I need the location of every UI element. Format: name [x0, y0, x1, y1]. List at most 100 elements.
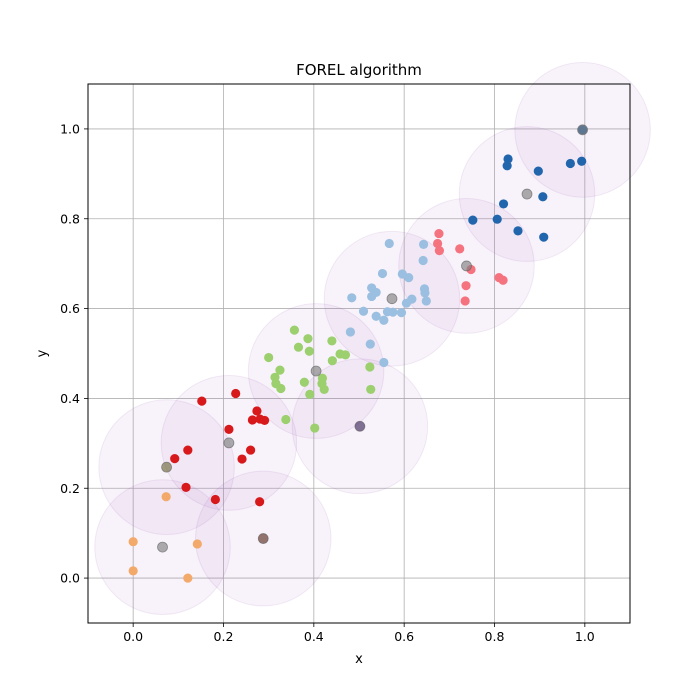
- data-point: [310, 423, 320, 433]
- data-point: [384, 238, 394, 249]
- data-point: [197, 396, 207, 406]
- data-point: [503, 154, 513, 164]
- data-point: [170, 454, 180, 464]
- x-tick-label: 0.6: [394, 629, 414, 644]
- data-point: [260, 415, 270, 426]
- data-point: [210, 494, 220, 505]
- data-point: [128, 537, 138, 547]
- data-point: [468, 215, 478, 225]
- data-point: [303, 334, 313, 344]
- data-point: [418, 239, 429, 249]
- data-point: [231, 388, 241, 399]
- data-point: [224, 424, 234, 435]
- data-point: [513, 226, 523, 236]
- cluster-circles: [94, 61, 651, 615]
- data-point: [404, 272, 414, 283]
- x-tick-label: 0.8: [485, 629, 505, 644]
- data-point: [305, 389, 315, 399]
- data-point: [498, 275, 508, 285]
- data-point: [255, 497, 265, 507]
- cluster-center-point: [257, 533, 269, 544]
- data-point: [181, 482, 191, 492]
- cluster-centers: [157, 124, 588, 553]
- data-point: [538, 192, 548, 202]
- data-point: [246, 445, 256, 455]
- data-point: [455, 244, 465, 254]
- y-tick-label: 0.4: [60, 391, 80, 406]
- data-points: [128, 125, 588, 583]
- data-point: [388, 307, 398, 317]
- cluster-center-point: [310, 365, 322, 377]
- data-point: [565, 158, 575, 169]
- y-axis-title: y: [35, 349, 50, 357]
- data-point: [289, 325, 300, 335]
- data-point: [247, 415, 258, 425]
- data-point: [252, 406, 262, 416]
- axis-ticks: 0.0 0.2 0.4 0.6 0.8 1.0 0.0 0.2 0.4 0.6 0.8 1.0: [60, 121, 595, 644]
- data-point: [264, 352, 274, 363]
- plot-frame: [87, 83, 631, 624]
- data-point: [577, 156, 587, 166]
- data-point: [345, 327, 356, 337]
- data-point: [161, 492, 171, 502]
- data-point: [539, 232, 549, 242]
- data-point: [237, 454, 247, 464]
- data-point: [434, 246, 444, 256]
- data-point: [371, 311, 381, 321]
- x-tick-label: 0.2: [214, 629, 234, 644]
- data-point: [421, 296, 431, 306]
- data-point: [379, 357, 389, 368]
- y-tick-label: 0.6: [60, 301, 80, 316]
- data-point: [327, 356, 337, 366]
- data-point: [358, 306, 369, 316]
- data-point: [281, 414, 291, 425]
- y-tick-label: 1.0: [60, 121, 80, 136]
- data-point: [498, 199, 509, 209]
- data-point: [377, 268, 388, 279]
- cluster-center-point: [161, 461, 172, 473]
- x-tick-label: 0.0: [123, 629, 143, 644]
- data-point: [420, 288, 430, 298]
- cluster-center-point: [577, 124, 588, 136]
- data-point: [502, 161, 512, 171]
- data-point: [275, 365, 285, 375]
- data-point: [418, 255, 428, 266]
- y-tick-label: 0.0: [60, 571, 80, 586]
- data-point: [183, 445, 193, 455]
- cluster-center-point: [157, 541, 168, 553]
- data-point: [367, 291, 377, 302]
- grid-lines: [88, 84, 630, 623]
- x-axis-title: x: [355, 652, 363, 667]
- data-point: [340, 350, 351, 360]
- data-point: [347, 293, 357, 303]
- data-point: [192, 539, 202, 549]
- data-point: [299, 377, 309, 387]
- y-tick-label: 0.2: [60, 481, 80, 496]
- data-point: [492, 214, 502, 224]
- data-point: [365, 339, 375, 349]
- y-tick-label: 0.8: [60, 211, 80, 226]
- data-point: [401, 298, 412, 308]
- data-point: [461, 281, 471, 291]
- data-point: [304, 346, 314, 356]
- data-point: [434, 228, 444, 239]
- data-point: [432, 238, 443, 249]
- data-point: [128, 566, 138, 576]
- data-point: [379, 315, 389, 325]
- data-point: [396, 308, 407, 318]
- cluster-center-point: [354, 420, 366, 432]
- data-point: [276, 383, 286, 394]
- data-point: [319, 384, 329, 395]
- cluster-center-point: [521, 188, 533, 200]
- x-tick-label: 0.4: [304, 629, 324, 644]
- data-point: [327, 336, 337, 346]
- cluster-center-point: [223, 437, 235, 449]
- data-point: [460, 296, 470, 306]
- cluster-center-point: [461, 260, 472, 272]
- data-point: [365, 362, 375, 372]
- data-point: [366, 384, 376, 395]
- data-point: [293, 342, 304, 352]
- data-point: [183, 573, 193, 583]
- chart-title: FOREL algorithm: [296, 61, 422, 79]
